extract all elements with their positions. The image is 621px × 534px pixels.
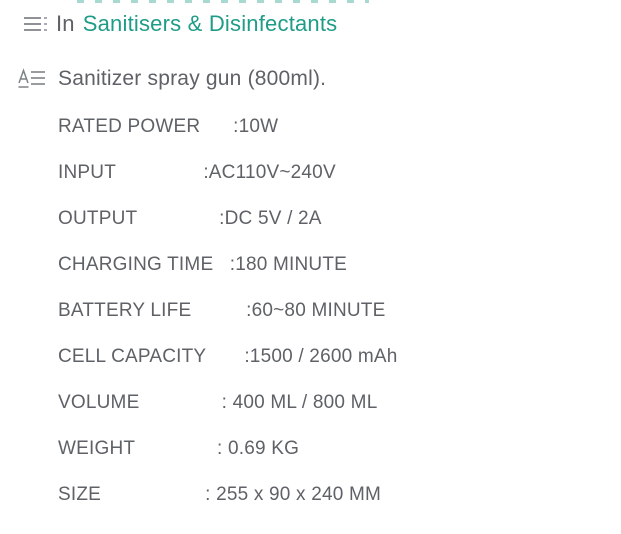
spec-row-weight: WEIGHT : 0.69 KG [58,438,300,459]
spec-row-input: INPUT :AC110V~240V [58,162,336,183]
spec-row-cell-capacity: CELL CAPACITY :1500 / 2600 mAh [58,346,398,367]
breadcrumb: In Sanitisers & Disinfectants [24,10,621,38]
spec-row-battery-life: BATTERY LIFE :60~80 MINUTE [58,300,386,321]
product-description-header: Sanitizer spray gun (800ml). [18,64,621,94]
text-description-icon [18,67,45,91]
spec-list: RATED POWER :10W INPUT :AC110V~240V OUTP… [58,104,621,518]
breadcrumb-category-link[interactable]: Sanitisers & Disinfectants [82,11,338,36]
spec-row-output: OUTPUT :DC 5V / 2A [58,208,322,229]
spec-row-charging-time: CHARGING TIME :180 MINUTE [58,254,348,275]
category-list-icon [24,14,48,34]
breadcrumb-prefix: In [56,11,75,36]
spec-row-size: SIZE : 255 x 90 x 240 MM [58,484,382,505]
spec-row-rated-power: RATED POWER :10W [58,116,279,137]
product-title: Sanitizer spray gun (800ml). [58,67,327,90]
clipped-text-artifact [77,0,369,3]
spec-row-volume: VOLUME : 400 ML / 800 ML [58,392,378,413]
